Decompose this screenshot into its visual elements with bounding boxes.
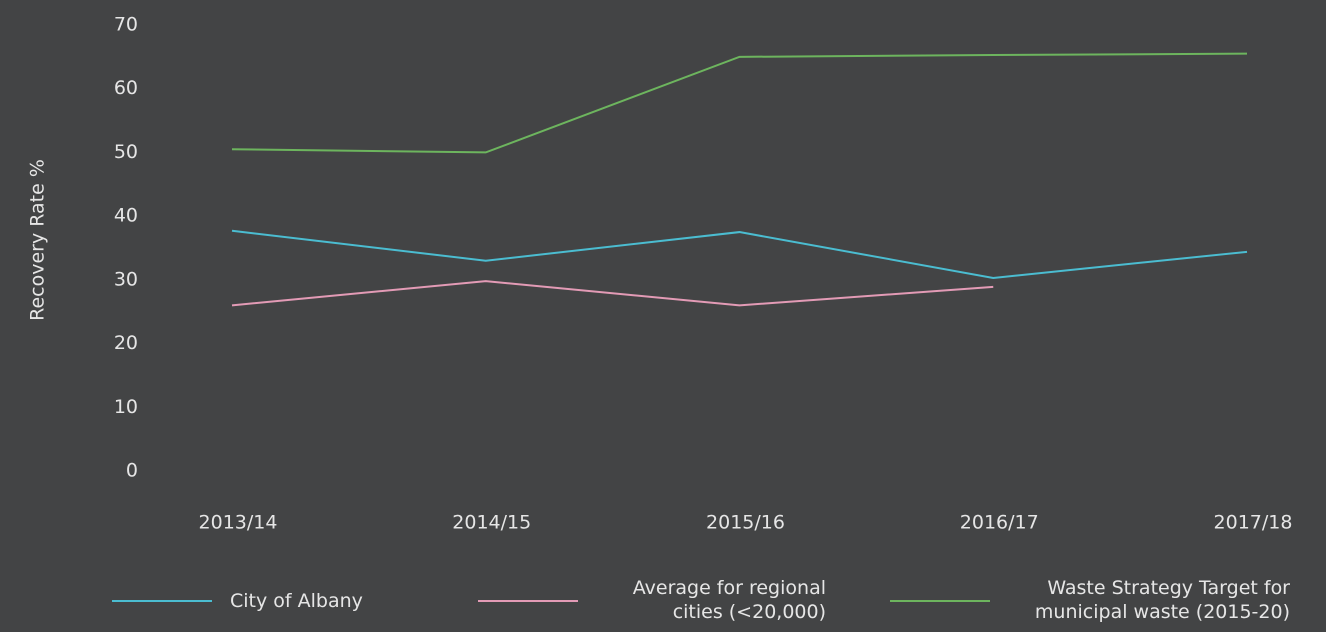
legend-label: Waste Strategy Target for municipal wast… bbox=[1034, 577, 1290, 623]
series-line bbox=[231, 229, 1248, 279]
y-axis-label: Recovery Rate % bbox=[27, 159, 49, 321]
y-tick-label: 50 bbox=[114, 141, 138, 163]
series-line bbox=[231, 280, 994, 307]
x-tick-label: 2016/17 bbox=[960, 512, 1039, 534]
y-tick-label: 20 bbox=[114, 332, 138, 354]
x-tick-label: 2015/16 bbox=[706, 512, 785, 534]
x-tick-label: 2014/15 bbox=[452, 512, 531, 534]
y-tick-label: 0 bbox=[126, 460, 138, 482]
y-tick-label: 70 bbox=[114, 14, 138, 36]
x-tick-label: 2013/14 bbox=[199, 512, 278, 534]
legend-label: City of Albany bbox=[230, 590, 363, 612]
y-tick-label: 10 bbox=[114, 396, 138, 418]
legend-label: Average for regional cities (<20,000) bbox=[632, 577, 826, 623]
x-tick-label: 2017/18 bbox=[1214, 512, 1293, 534]
series-line bbox=[231, 52, 1248, 154]
y-tick-label: 30 bbox=[114, 268, 138, 290]
y-tick-label: 40 bbox=[114, 205, 138, 227]
y-tick-label: 60 bbox=[114, 77, 138, 99]
